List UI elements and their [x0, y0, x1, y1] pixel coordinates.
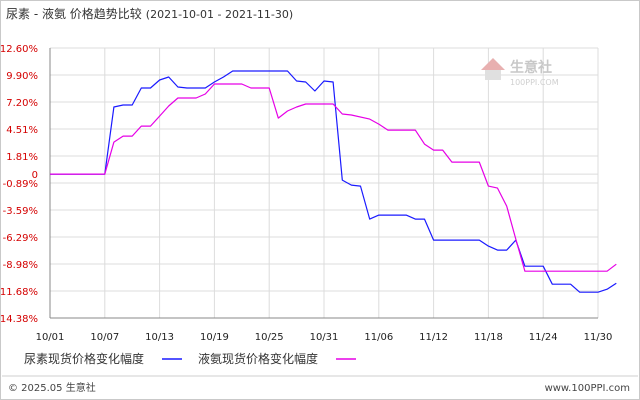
plot-axes: [49, 48, 598, 319]
y-axis-ticks: 12.60% 9.90% 7.20% 4.51% 1.81% 0-0.89% -3.59% -…: [0, 44, 38, 325]
grid-lines: [49, 47, 599, 319]
y-tick-label: 9.90%: [6, 71, 38, 82]
x-tick-label: 11/30: [584, 332, 613, 343]
x-tick-label: 10/31: [310, 332, 339, 343]
x-tick-label: 10/13: [145, 332, 174, 343]
x-tick-label: 10/01: [36, 332, 65, 343]
watermark-logo: 生意社 100PPI.COM: [481, 58, 559, 87]
x-tick-label: 11/18: [474, 332, 503, 343]
footer-copyright: © 2025.05 生意社: [8, 381, 96, 394]
watermark-house-icon: [481, 58, 505, 70]
y-tick-label: -6.29%: [3, 233, 38, 244]
x-tick-label: 10/19: [200, 332, 229, 343]
y-tick-label: -8.98%: [3, 260, 38, 271]
y-tick-label: 1.81%: [6, 152, 38, 163]
y-tick-label: 12.60%: [0, 44, 38, 55]
y-tick-label: 0: [32, 170, 38, 181]
legend-label: 液氨现货价格变化幅度: [198, 351, 318, 366]
y-tick-label: -11.68%: [0, 287, 38, 298]
watermark-domain: 100PPI.COM: [510, 78, 559, 87]
series-line-liquid-ammonia: [50, 83, 617, 272]
y-tick-label: -3.59%: [3, 206, 38, 217]
y-tick-label: -0.89%: [3, 179, 38, 190]
y-tick-label: -14.38%: [0, 314, 38, 325]
x-axis-ticks: 10/01 10/07 10/13 10/19 10/25 10/31 11/06 11/12…: [36, 332, 613, 343]
series-line-urea: [50, 70, 617, 293]
x-tick-label: 11/12: [419, 332, 448, 343]
y-tick-label: 7.20%: [6, 98, 38, 109]
x-tick-label: 11/06: [364, 332, 393, 343]
watermark-name: 生意社: [510, 59, 552, 76]
x-tick-label: 10/25: [255, 332, 284, 343]
x-tick-label: 11/24: [529, 332, 558, 343]
legend: 尿素现货价格变化幅度 液氨现货价格变化幅度: [24, 351, 356, 366]
series-lines: [50, 70, 617, 293]
x-tick-label: 10/07: [90, 332, 119, 343]
legend-label: 尿素现货价格变化幅度: [24, 351, 144, 366]
watermark-house-base-icon: [485, 70, 501, 80]
chart-title: 尿素 - 液氨 价格趋势比较 (2021-10-01 - 2021-11-30): [6, 6, 293, 21]
footer-site: www.100PPI.com: [545, 383, 630, 394]
y-tick-label: 4.51%: [6, 125, 38, 136]
